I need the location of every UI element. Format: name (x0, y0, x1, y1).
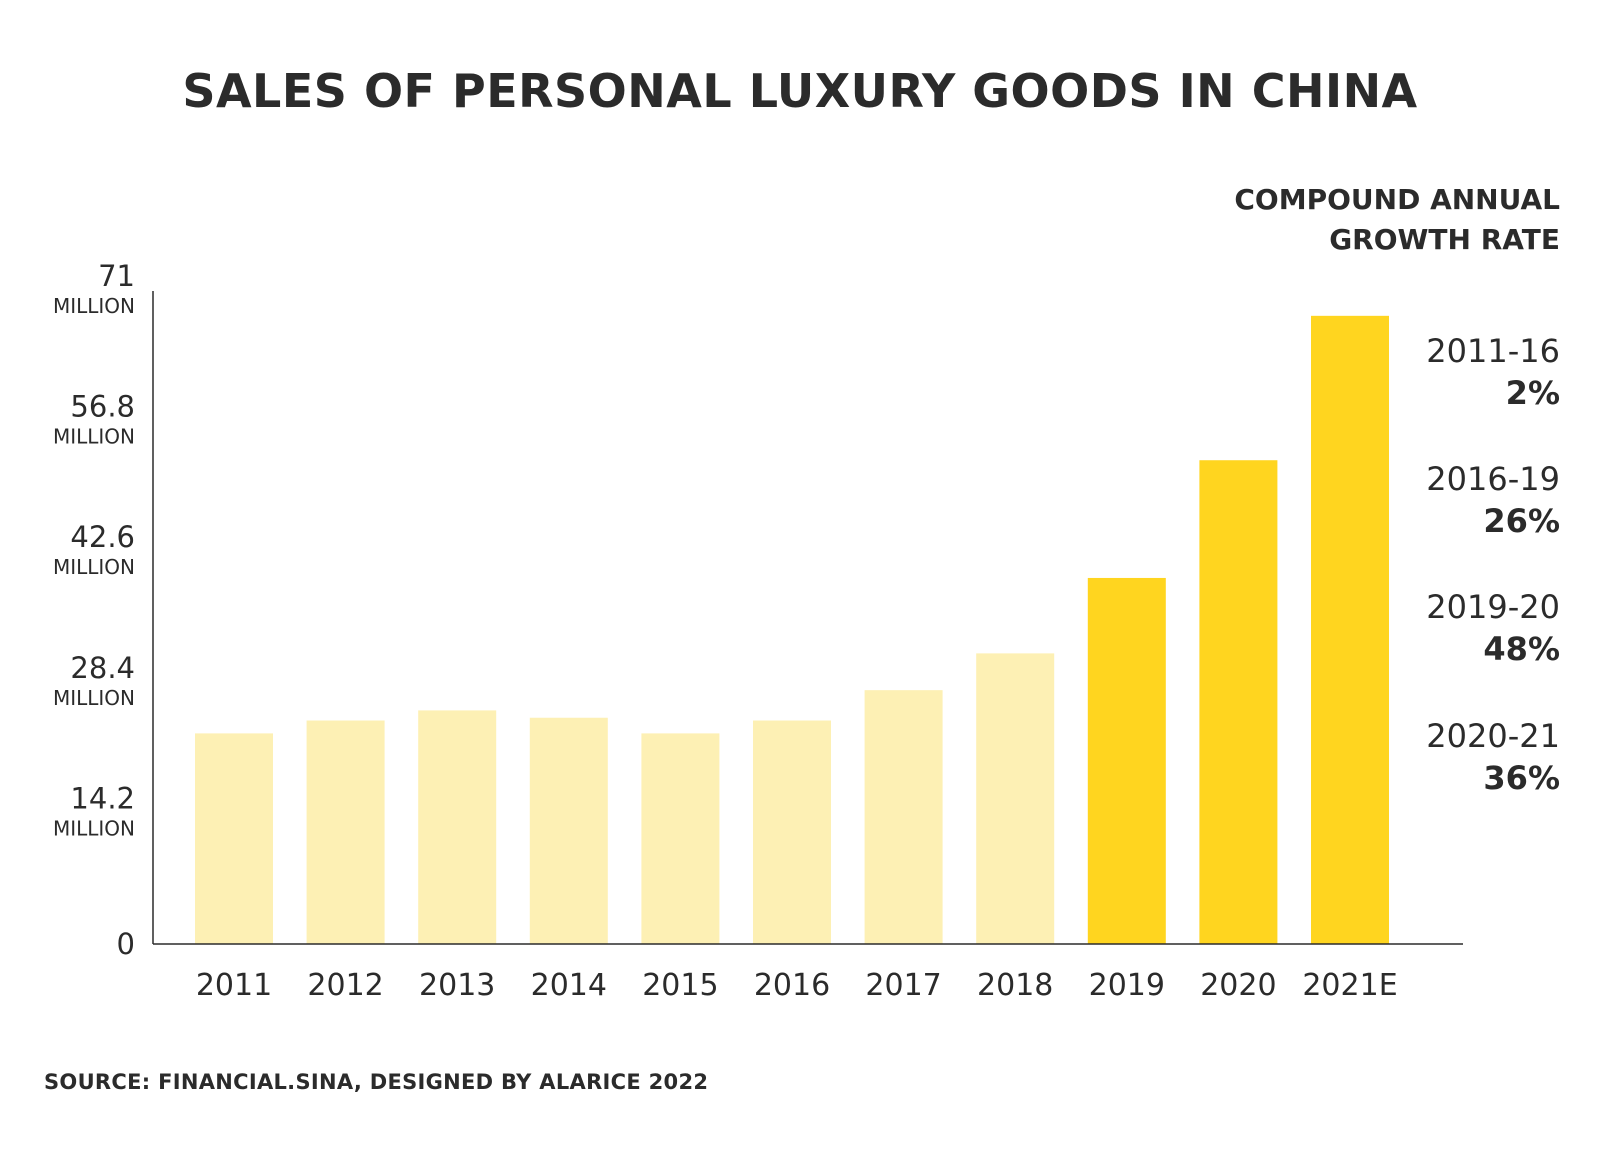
cagr-period: 2016-19 (1426, 460, 1560, 498)
x-tick-label: 2011 (196, 968, 272, 1003)
cagr-rate: 2% (1505, 374, 1560, 412)
bar-2016 (753, 720, 831, 944)
cagr-heading: COMPOUND ANNUAL GROWTH RATE (1234, 180, 1560, 260)
y-axis: 014.2MILLION28.4MILLION42.6MILLION56.8MI… (53, 259, 154, 961)
bar-2012 (306, 720, 385, 944)
y-tick: 0 (117, 927, 135, 961)
y-tick-value: 42.6 (70, 520, 135, 554)
cagr-heading-line2: GROWTH RATE (1329, 223, 1560, 256)
x-tick-label: 2015 (642, 968, 718, 1003)
cagr-rate: 26% (1483, 502, 1560, 540)
bar-2017 (864, 690, 943, 944)
x-tick-label: 2018 (977, 968, 1053, 1003)
cagr-rate: 36% (1483, 759, 1560, 797)
y-tick-value: 71 (98, 259, 135, 293)
y-tick-value: 28.4 (70, 651, 135, 685)
bar-2015 (641, 733, 720, 944)
y-tick-unit: MILLION (53, 425, 135, 449)
bar-2018 (976, 653, 1055, 944)
x-tick-label: 2017 (865, 968, 941, 1003)
x-tick-label: 2019 (1089, 968, 1165, 1003)
bar-2011 (195, 733, 273, 944)
cagr-item-2020-21: 2020-21 36% (1426, 715, 1560, 799)
x-tick-label: 2016 (754, 968, 830, 1003)
cagr-item-2019-20: 2019-20 48% (1426, 586, 1560, 670)
x-tick-label: 2012 (307, 968, 383, 1003)
bar-2021E (1311, 315, 1389, 944)
y-tick-value: 56.8 (70, 390, 135, 424)
x-tick-label: 2013 (419, 968, 495, 1003)
cagr-item-2016-19: 2016-19 26% (1426, 458, 1560, 542)
y-tick-unit: MILLION (53, 294, 135, 318)
x-tick-label: 2021E (1302, 968, 1397, 1003)
bar-2020 (1199, 460, 1278, 944)
y-tick-unit: MILLION (53, 555, 135, 579)
cagr-heading-line1: COMPOUND ANNUAL (1234, 183, 1560, 216)
x-tick-label: 2020 (1200, 968, 1276, 1003)
cagr-item-2011-16: 2011-16 2% (1426, 330, 1560, 414)
bars-group (195, 315, 1389, 944)
bar-2013 (418, 710, 497, 944)
y-tick-unit: MILLION (53, 816, 135, 840)
source-note: SOURCE: FINANCIAL.SINA, DESIGNED BY ALAR… (44, 1070, 709, 1094)
x-tick-label: 2014 (531, 968, 607, 1003)
cagr-period: 2011-16 (1426, 332, 1560, 370)
y-tick-value: 0 (117, 927, 135, 961)
bar-2019 (1087, 577, 1166, 944)
cagr-period: 2020-21 (1426, 717, 1560, 755)
y-tick-unit: MILLION (53, 686, 135, 710)
cagr-rate: 48% (1483, 630, 1560, 668)
x-axis: 2011 2012 2013 2014 2015 2016 2017 2018 2019 2020… (153, 943, 1463, 1003)
y-tick-value: 14.2 (70, 781, 135, 815)
chart-title: SALES OF PERSONAL LUXURY GOODS IN CHINA (182, 64, 1418, 118)
cagr-period: 2019-20 (1426, 588, 1560, 626)
bar-2014 (529, 717, 608, 944)
